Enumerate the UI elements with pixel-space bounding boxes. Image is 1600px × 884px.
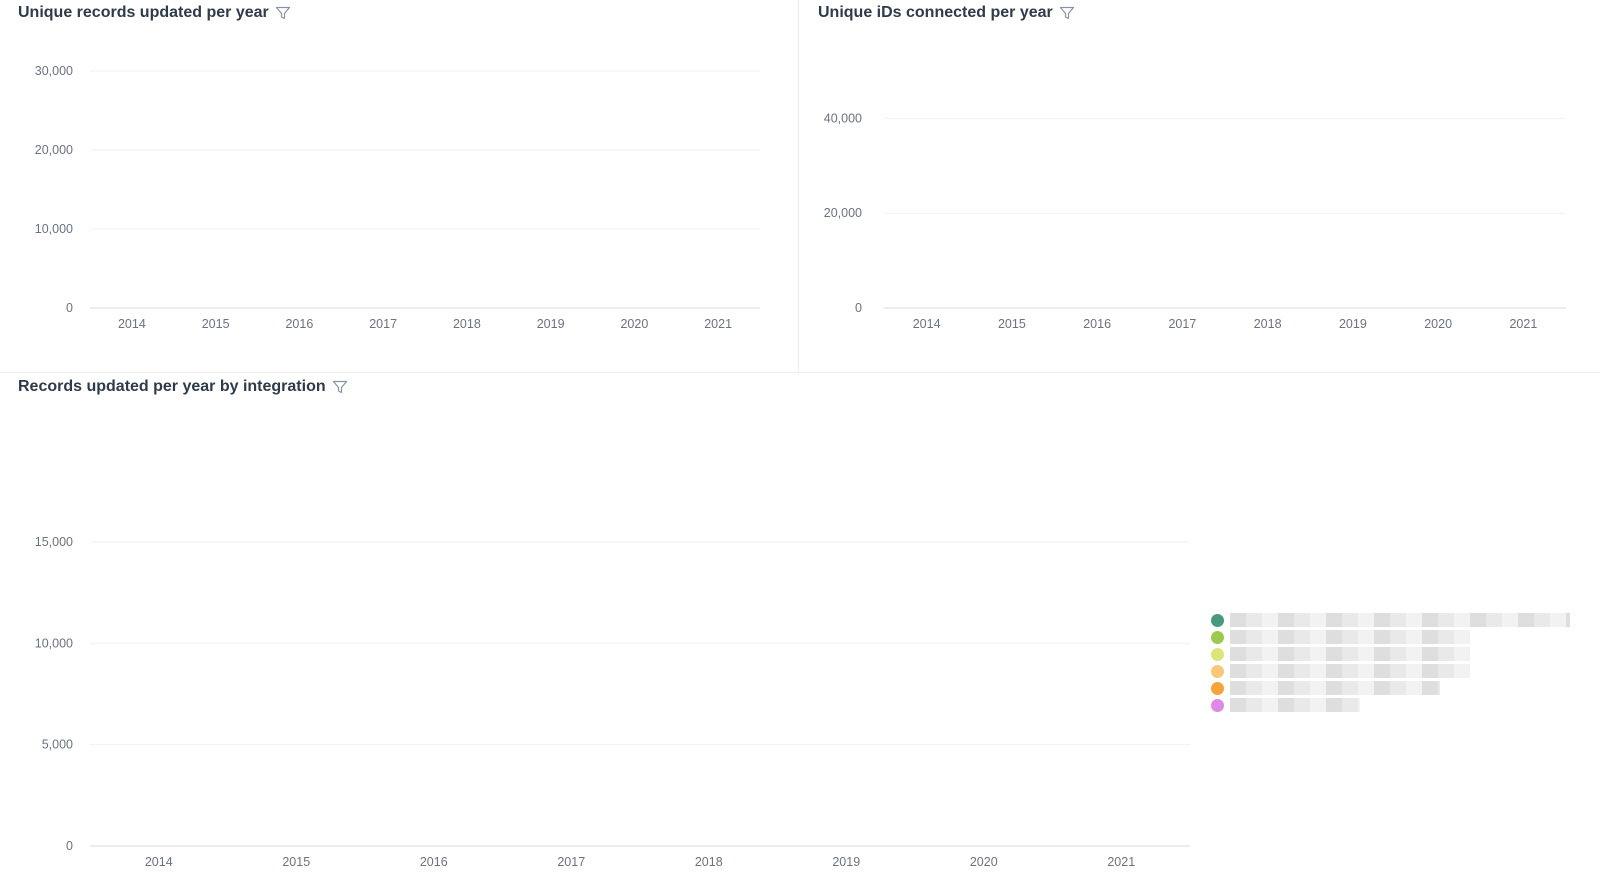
legend-item[interactable] [1211, 681, 1570, 695]
y-tick-label: 0 [855, 301, 862, 315]
legend-label-redacted [1230, 698, 1360, 712]
x-tick-label: 2018 [453, 317, 481, 331]
x-tick-label: 2014 [118, 317, 146, 331]
records-by-integration-panel: Records updated per year by integration … [0, 374, 1600, 884]
x-tick-label: 2016 [1083, 317, 1111, 331]
records-by-integration-chart: 0 5,000 10,000 15,000 2014 2015 2016 2017 2018 20… [35, 535, 1190, 869]
legend-item[interactable] [1211, 698, 1570, 712]
x-tick-label: 2014 [145, 855, 173, 869]
x-tick-label: 2018 [1254, 317, 1282, 331]
x-tick-label: 2018 [695, 855, 723, 869]
legend-dot [1211, 698, 1224, 712]
y-tick-label: 5,000 [42, 738, 73, 752]
legend-dot [1211, 647, 1224, 661]
y-tick-label: 0 [66, 301, 73, 315]
x-tick-label: 2020 [1424, 317, 1452, 331]
y-tick-label: 20,000 [35, 143, 73, 157]
y-tick-label: 10,000 [35, 222, 73, 236]
x-tick-label: 2016 [285, 317, 313, 331]
legend-dot [1211, 664, 1224, 678]
panel-divider-vertical [798, 0, 799, 372]
y-tick-label: 20,000 [824, 206, 862, 220]
y-tick-label: 15,000 [35, 535, 73, 549]
panel-header: Unique iDs connected per year [818, 4, 1075, 22]
filter-icon[interactable] [1059, 5, 1075, 21]
legend-item[interactable] [1211, 630, 1570, 644]
x-tick-label: 2015 [202, 317, 230, 331]
legend-item[interactable] [1211, 664, 1570, 678]
filter-icon[interactable] [332, 379, 348, 395]
legend-dot [1211, 681, 1224, 695]
panel-header: Unique records updated per year [18, 4, 291, 22]
filter-icon[interactable] [275, 5, 291, 21]
chart-legend [1211, 613, 1570, 712]
chart-title: Unique iDs connected per year [818, 4, 1053, 21]
x-tick-label: 2019 [537, 317, 565, 331]
ids-per-year-panel: Unique iDs connected per year 0 20,000 40,… [800, 0, 1600, 372]
chart-title: Unique records updated per year [18, 4, 269, 21]
panel-divider-horizontal [0, 372, 1600, 373]
x-tick-label: 2015 [998, 317, 1026, 331]
x-tick-label: 2021 [1107, 855, 1135, 869]
x-tick-label: 2021 [1509, 317, 1537, 331]
y-tick-label: 10,000 [35, 636, 73, 650]
legend-item[interactable] [1211, 613, 1570, 627]
panel-header: Records updated per year by integration [18, 378, 348, 396]
legend-dot [1211, 613, 1224, 627]
y-tick-label: 0 [66, 839, 73, 853]
legend-label-redacted [1230, 664, 1470, 678]
legend-label-redacted [1230, 681, 1440, 695]
x-tick-label: 2016 [420, 855, 448, 869]
x-tick-label: 2015 [282, 855, 310, 869]
legend-dot [1211, 630, 1224, 644]
y-tick-label: 40,000 [824, 111, 862, 125]
x-tick-label: 2017 [1168, 317, 1196, 331]
legend-label-redacted [1230, 613, 1570, 627]
x-tick-label: 2017 [557, 855, 585, 869]
x-tick-label: 2021 [704, 317, 732, 331]
x-tick-label: 2014 [913, 317, 941, 331]
legend-label-redacted [1230, 647, 1470, 661]
ids-per-year-chart: 0 20,000 40,000 2014 2015 2016 2017 2018 2019 202… [824, 111, 1566, 331]
y-tick-label: 30,000 [35, 64, 73, 78]
chart-title: Records updated per year by integration [18, 378, 326, 395]
x-tick-label: 2017 [369, 317, 397, 331]
x-tick-label: 2020 [970, 855, 998, 869]
x-tick-label: 2019 [1339, 317, 1367, 331]
records-per-year-chart: 0 10,000 20,000 30,000 2014 2015 2016 2017 2018 2… [35, 64, 760, 331]
legend-label-redacted [1230, 630, 1470, 644]
legend-item[interactable] [1211, 647, 1570, 661]
x-tick-label: 2020 [620, 317, 648, 331]
x-tick-label: 2019 [832, 855, 860, 869]
records-per-year-panel: Unique records updated per year 0 10,000 2… [0, 0, 798, 372]
